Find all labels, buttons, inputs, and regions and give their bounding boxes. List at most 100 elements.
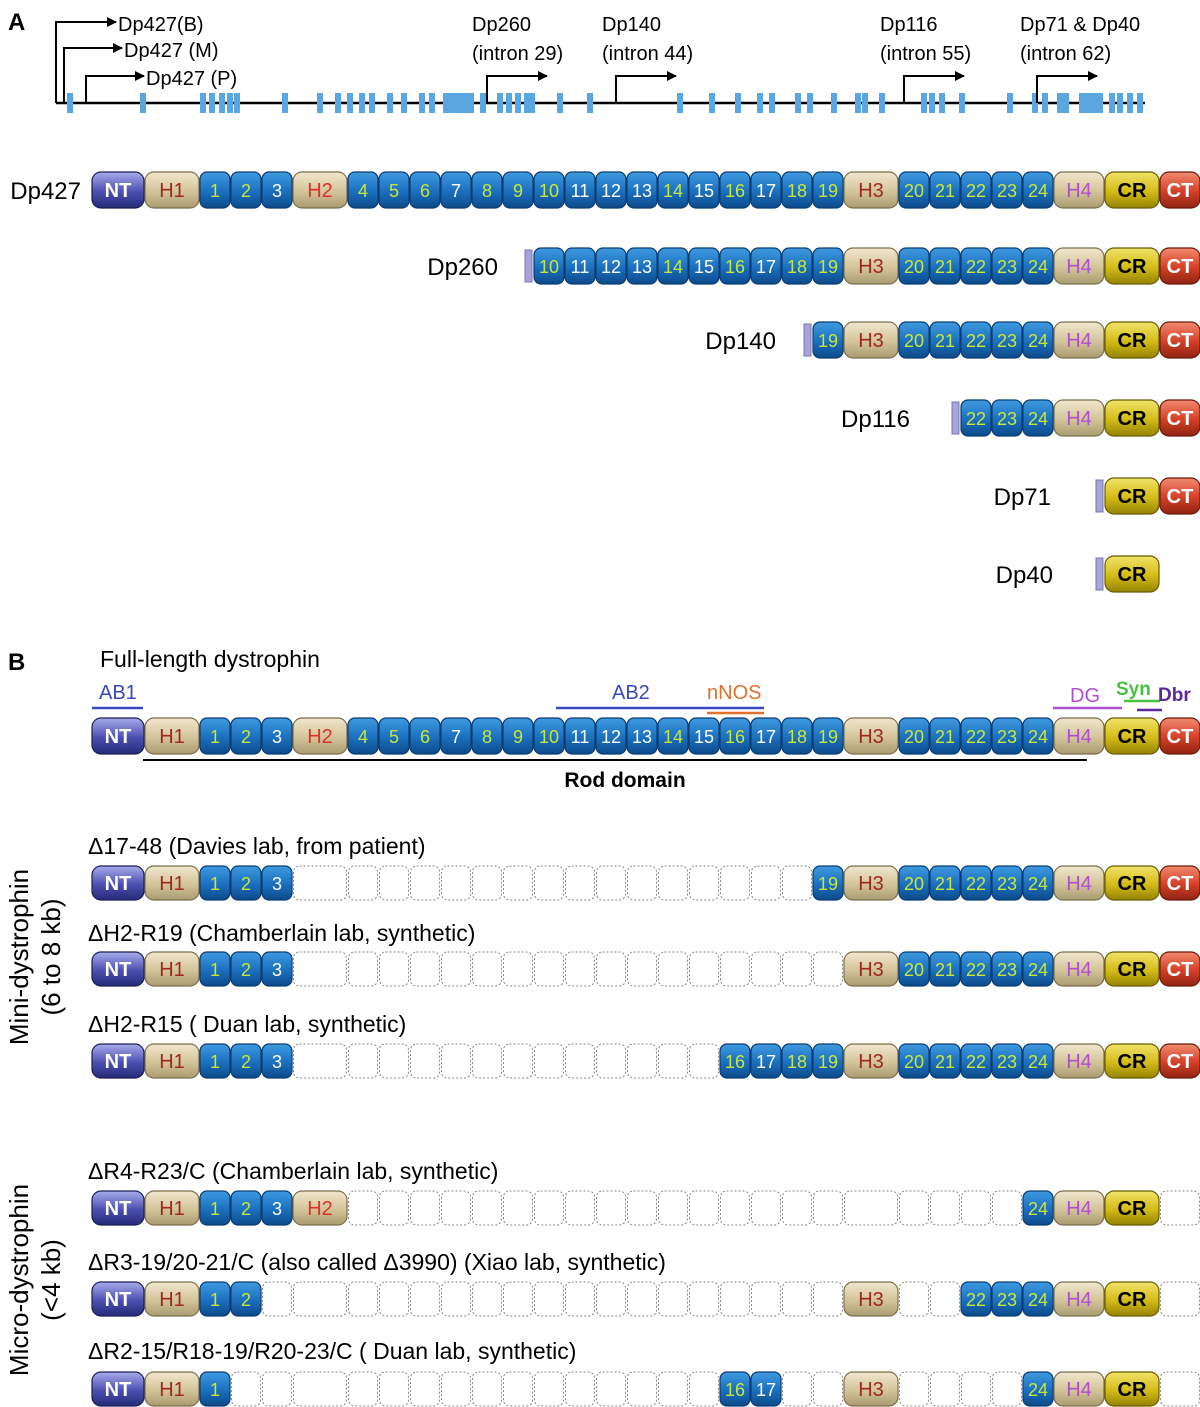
exon-tick [557, 93, 563, 113]
repeat-15-label: 15 [694, 181, 714, 201]
hinge-h3-label: H3 [858, 1051, 884, 1073]
repeat-7-label: 7 [451, 181, 461, 201]
repeat-15-label: 15 [694, 257, 714, 277]
hinge-h4: H4 [1053, 399, 1105, 437]
hinge-h1-box [144, 1190, 200, 1226]
repeat-14-box [657, 171, 689, 209]
repeat-24-box [1022, 1043, 1054, 1079]
repeat-20-label: 20 [904, 727, 924, 747]
deleted-repeat-slot [348, 1371, 378, 1407]
repeat-8-label: 8 [482, 181, 492, 201]
ct-domain-label: CT [1167, 180, 1194, 202]
deleted-repeat-slot [658, 865, 688, 901]
repeat-3-label: 3 [272, 960, 282, 980]
hinge-h4-box [1053, 1043, 1105, 1079]
deleted-repeat-slot [472, 1281, 502, 1317]
repeat-24-box [1022, 1281, 1054, 1317]
repeat-23-label: 23 [997, 1290, 1017, 1310]
exon-tick [807, 93, 813, 113]
cr-domain-label: CR [1118, 408, 1147, 430]
repeat-1-label: 1 [210, 874, 220, 894]
deleted-repeat-slot [441, 865, 471, 901]
deleted-repeat-slot [899, 1281, 929, 1317]
exon-tick [335, 93, 341, 113]
cr-domain-box [1104, 477, 1160, 515]
deleted-repeat-slot [596, 1043, 626, 1079]
repeat-22: 22 [960, 171, 992, 209]
deleted-repeat-slot [441, 951, 471, 987]
repeat-23-label: 23 [997, 960, 1017, 980]
promoter-dp260: Dp260 (intron 29) [472, 14, 563, 103]
deleted-repeat-slot [565, 865, 595, 901]
repeat-13-box [626, 171, 658, 209]
repeat-19: 19 [812, 321, 844, 359]
deleted-repeat-slot [293, 1281, 347, 1317]
ct-domain-label: CT [1167, 330, 1194, 352]
exon-tick [468, 93, 474, 113]
repeat-19-label: 19 [818, 1052, 838, 1072]
deleted-repeat-slot [534, 1281, 564, 1317]
exon-tick [1032, 93, 1038, 113]
repeat-10-label: 10 [539, 257, 559, 277]
repeat-14: 14 [657, 171, 689, 209]
unique-nterm-marker [1095, 479, 1104, 513]
repeat-17: 17 [750, 1371, 782, 1407]
repeat-23: 23 [991, 1281, 1023, 1317]
mini-dystrophin-label: Mini-dystrophin [4, 869, 34, 1045]
repeat-22-box [960, 321, 992, 359]
repeat-17-label: 17 [756, 1052, 776, 1072]
exon-tick [1079, 93, 1085, 113]
repeat-24: 24 [1022, 717, 1054, 755]
deleted-repeat-slot [627, 1371, 657, 1407]
repeat-22-box [960, 171, 992, 209]
repeat-16-box [719, 717, 751, 755]
hinge-h4-label: H4 [1066, 256, 1092, 278]
repeat-17: 17 [750, 717, 782, 755]
exon-tick [200, 93, 206, 113]
ct-domain-label: CT [1167, 959, 1194, 981]
repeat-12-label: 12 [601, 181, 621, 201]
repeat-24: 24 [1022, 951, 1054, 987]
cr-domain-label: CR [1118, 873, 1147, 895]
repeat-1: 1 [199, 951, 231, 987]
repeat-19: 19 [812, 1043, 844, 1079]
deleted-repeat-slot [813, 1281, 843, 1317]
repeat-23: 23 [991, 399, 1023, 437]
repeat-2: 2 [230, 1281, 262, 1317]
hinge-h3: H3 [843, 1371, 899, 1407]
repeat-21-label: 21 [935, 331, 955, 351]
repeat-19-box [812, 321, 844, 359]
repeat-21-label: 21 [935, 874, 955, 894]
exon-tick [1085, 93, 1091, 113]
isoform-name: Dp260 [427, 254, 498, 281]
repeat-24-box [1022, 951, 1054, 987]
repeat-13: 13 [626, 171, 658, 209]
nt-domain-label: NT [105, 180, 132, 202]
hinge-h2-box [292, 717, 348, 755]
repeat-11-label: 11 [571, 727, 590, 747]
cr-domain: CR [1104, 1371, 1160, 1407]
repeat-16-box [719, 1371, 751, 1407]
deleted-repeat-slot [410, 865, 440, 901]
deleted-repeat-slot [596, 1371, 626, 1407]
repeat-18-box [781, 1043, 813, 1079]
repeat-3: 3 [261, 1043, 293, 1079]
hinge-h4: H4 [1053, 1190, 1105, 1226]
deleted-repeat-slot [658, 1190, 688, 1226]
hinge-h4: H4 [1053, 717, 1105, 755]
nt-domain-box [91, 865, 145, 901]
repeat-2-box [230, 1281, 262, 1317]
exon-tick [879, 93, 885, 113]
repeat-1-box [199, 171, 231, 209]
repeat-22-label: 22 [966, 960, 986, 980]
exon-tick [219, 93, 225, 113]
deleted-repeat-slot [751, 1281, 781, 1317]
repeat-1-box [199, 951, 231, 987]
hinge-h4-box [1053, 399, 1105, 437]
exon-tick [1007, 93, 1013, 113]
repeat-16-box [719, 1043, 751, 1079]
cr-domain: CR [1104, 399, 1160, 437]
repeat-21: 21 [929, 171, 961, 209]
repeat-1: 1 [199, 717, 231, 755]
repeat-22: 22 [960, 717, 992, 755]
